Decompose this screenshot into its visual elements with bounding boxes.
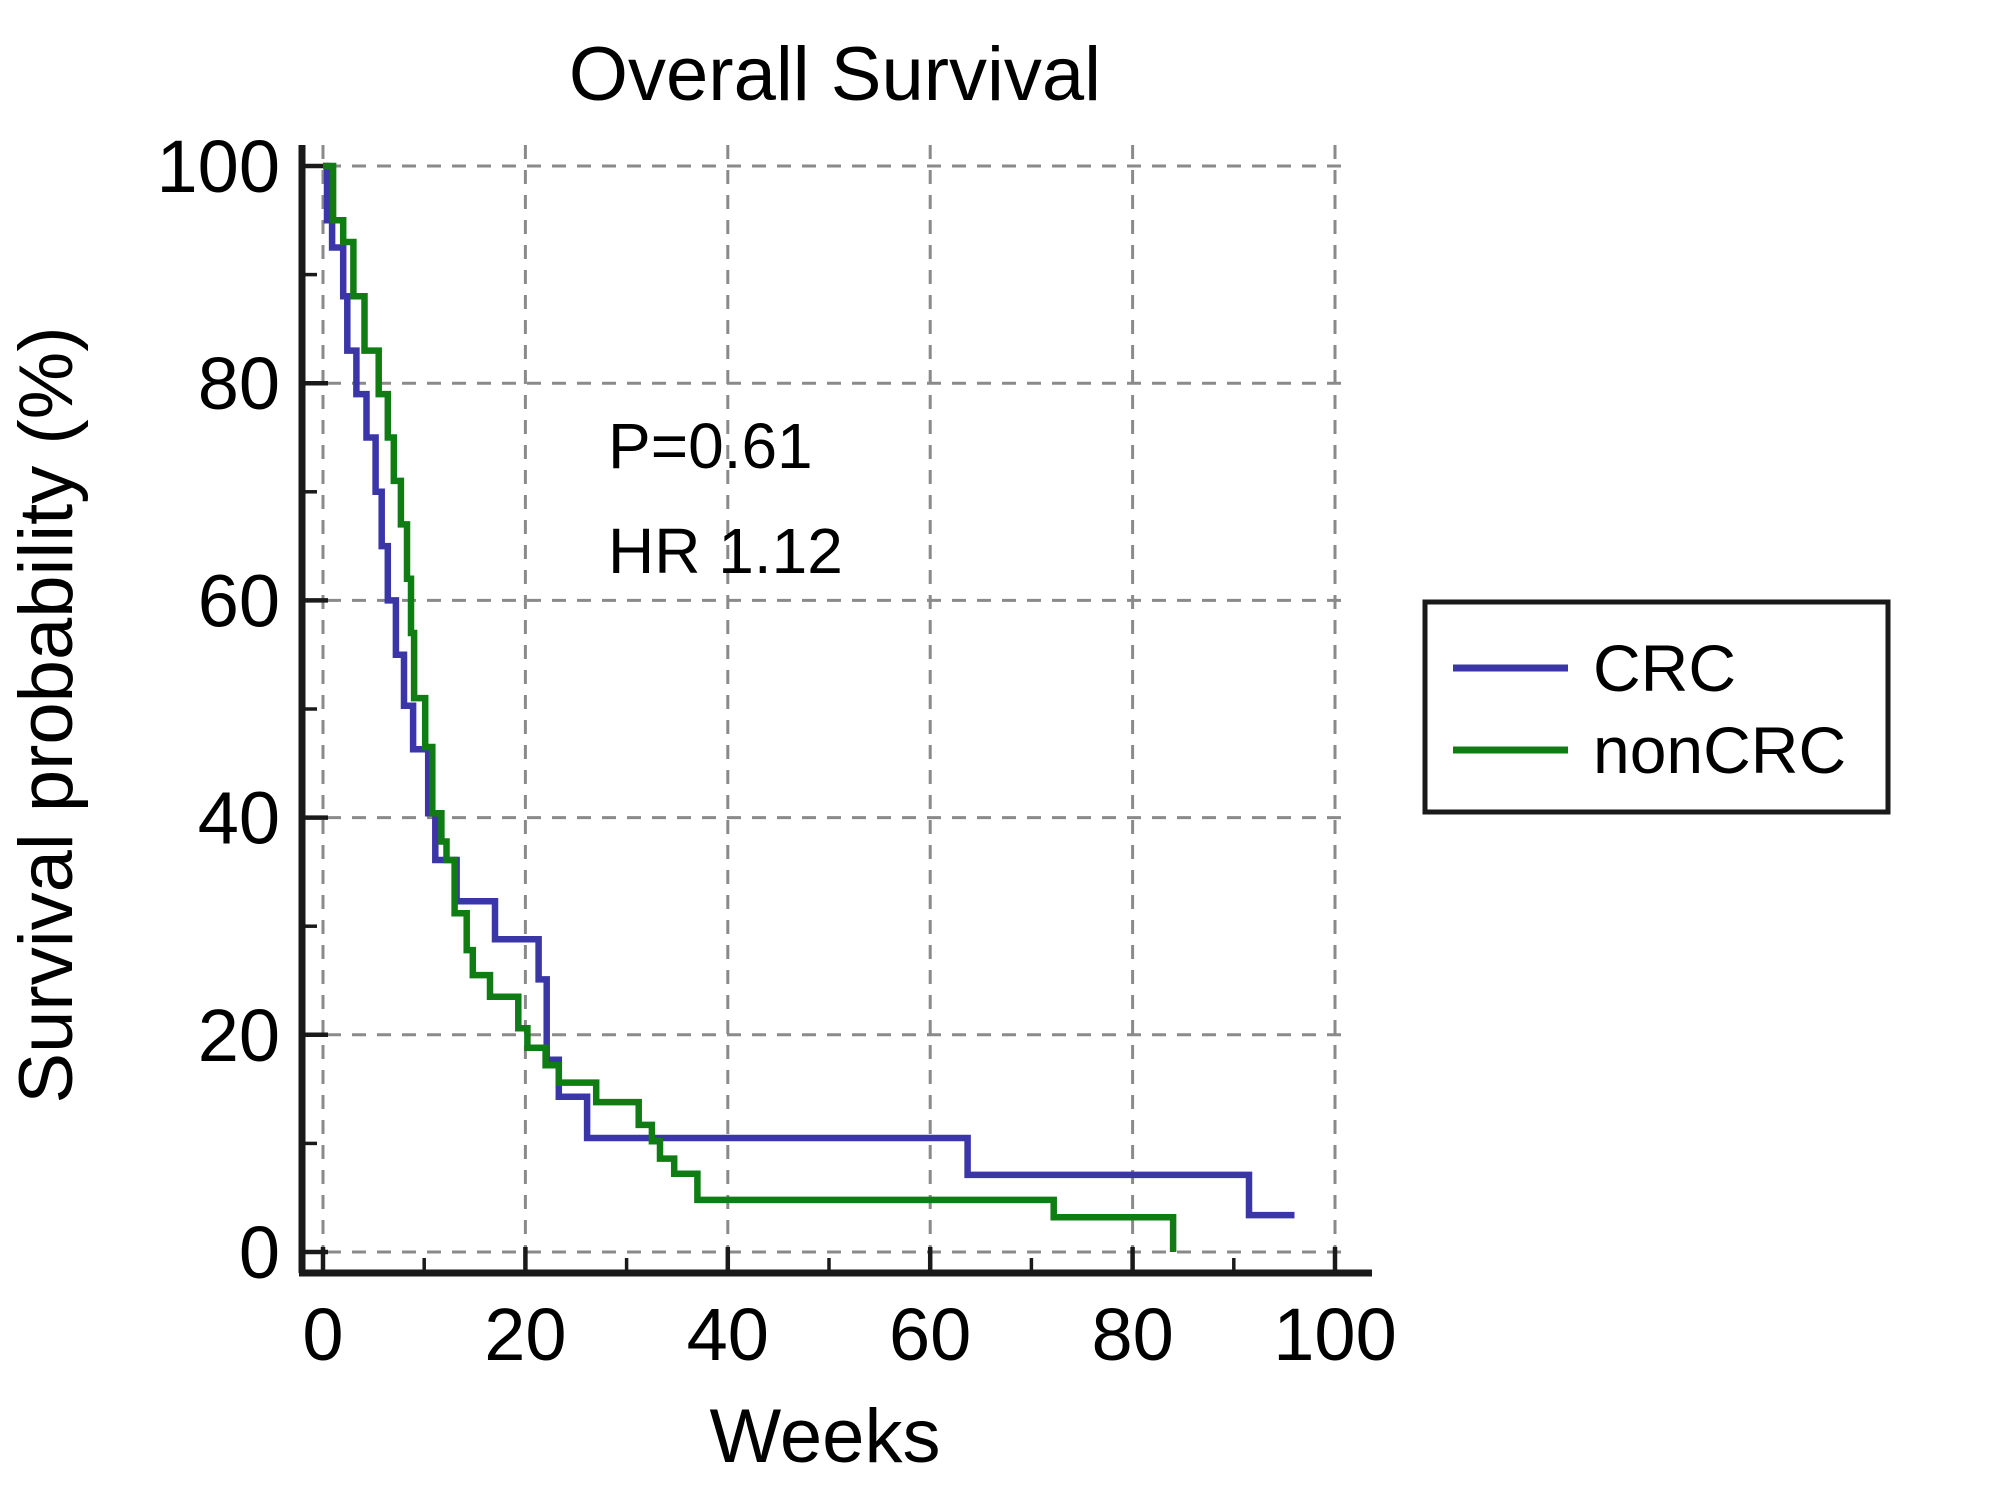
x-tick-label: 100 — [1273, 1293, 1396, 1376]
y-tick-label: 40 — [198, 777, 280, 860]
x-tick-label: 20 — [484, 1293, 566, 1376]
x-tick-label: 0 — [302, 1293, 343, 1376]
curve-crc — [323, 162, 1295, 1219]
axes — [298, 145, 1372, 1277]
legend-box — [1422, 599, 1891, 815]
gridlines — [302, 145, 1352, 1273]
x-tick-label: 40 — [687, 1293, 769, 1376]
legend: CRC nonCRC — [1422, 599, 1891, 815]
annotation-p-value: P=0.61 — [608, 410, 813, 482]
chart-title: Overall Survival — [569, 32, 1101, 117]
legend-label-crc: CRC — [1593, 631, 1736, 705]
annotation-hazard-ratio: HR 1.12 — [608, 515, 843, 587]
y-tick-label: 100 — [157, 125, 280, 208]
y-tick-label: 80 — [198, 342, 280, 425]
y-tick-label: 60 — [198, 559, 280, 642]
y-tick-label: 0 — [239, 1211, 280, 1294]
y-axis-label: Survival probability (%) — [4, 326, 89, 1103]
x-axis-label: Weeks — [710, 1394, 941, 1479]
x-tick-label: 80 — [1091, 1293, 1173, 1376]
y-tick-label: 20 — [198, 994, 280, 1077]
curve-noncrc — [323, 162, 1177, 1252]
x-tick-label: 60 — [889, 1293, 971, 1376]
survival-curves — [323, 162, 1295, 1252]
x-tick-labels: 0 20 40 60 80 100 — [302, 1293, 1396, 1376]
legend-label-noncrc: nonCRC — [1593, 713, 1846, 787]
y-tick-labels: 0 20 40 60 80 100 — [157, 125, 280, 1294]
